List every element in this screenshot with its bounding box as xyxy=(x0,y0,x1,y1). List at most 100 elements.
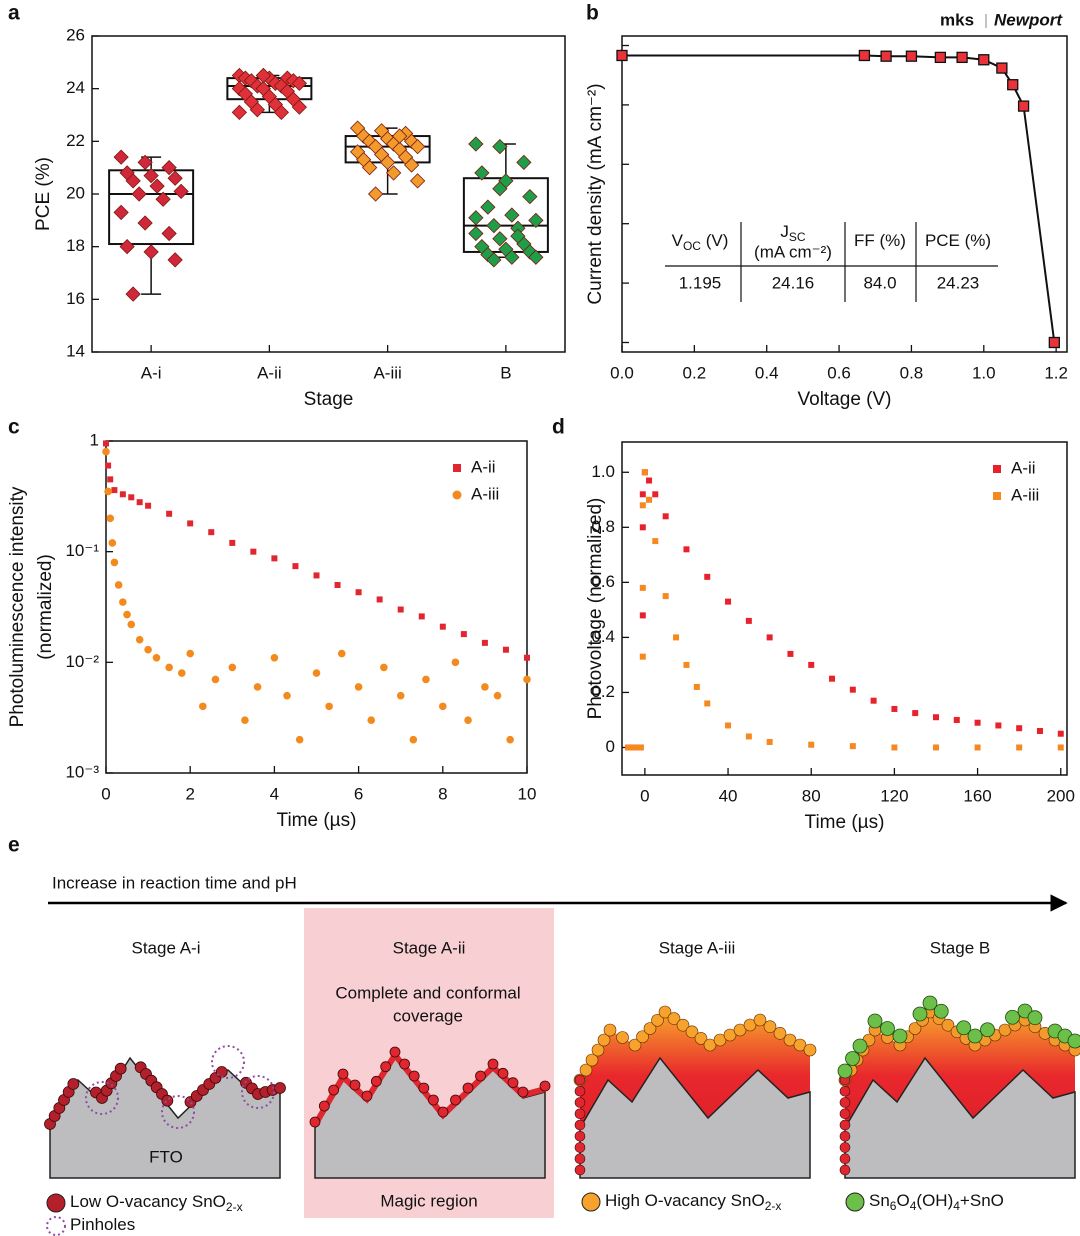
data-point xyxy=(460,631,467,638)
particle xyxy=(967,1028,983,1044)
data-point xyxy=(528,249,544,265)
data-point xyxy=(493,691,502,700)
data-point xyxy=(1048,336,1060,349)
data-point xyxy=(510,228,526,244)
data-point xyxy=(380,663,388,672)
particle xyxy=(803,1043,817,1057)
data-point xyxy=(165,663,173,672)
data-point xyxy=(152,653,161,662)
data-point xyxy=(486,252,502,268)
x-tick-label: 0.0 xyxy=(610,363,634,382)
particle xyxy=(733,1023,747,1037)
data-point xyxy=(673,634,680,641)
legend-marker xyxy=(845,1192,865,1212)
data-point xyxy=(481,639,488,646)
data-point xyxy=(379,154,396,171)
data-point xyxy=(1016,725,1023,732)
particle xyxy=(867,1013,883,1029)
particle xyxy=(676,1018,690,1032)
particle xyxy=(507,1077,519,1089)
particle xyxy=(845,1051,860,1066)
data-point xyxy=(996,62,1008,74)
data-point xyxy=(249,102,266,118)
data-point xyxy=(113,149,129,165)
x-tick-label: 1.0 xyxy=(972,363,996,382)
data-point xyxy=(468,225,484,242)
panel-label: d xyxy=(552,416,565,439)
particle xyxy=(361,1090,373,1102)
legend-marker xyxy=(453,464,461,472)
data-point xyxy=(409,138,426,155)
text-part: 4 xyxy=(910,1199,917,1213)
table-header: FF (%) xyxy=(854,231,906,250)
data-point xyxy=(250,548,257,555)
data-point xyxy=(745,733,752,740)
text-part: 4 xyxy=(953,1199,960,1213)
data-point xyxy=(439,623,446,630)
plot-frame xyxy=(621,441,1068,776)
particle xyxy=(574,1164,586,1176)
data-point xyxy=(524,654,530,661)
data-point xyxy=(103,440,109,447)
particle xyxy=(880,1021,895,1036)
particle xyxy=(1005,1009,1020,1025)
data-point xyxy=(662,513,669,520)
data-point xyxy=(291,75,308,92)
table-cell: 84.0 xyxy=(863,273,896,292)
x-tick-label: 120 xyxy=(880,786,908,805)
x-axis-label: Voltage (V) xyxy=(798,389,892,410)
x-tick-label: 200 xyxy=(1047,786,1075,805)
y-axis-label: Photovoltage (normalized) xyxy=(585,498,606,720)
data-point xyxy=(228,663,237,672)
table-header: PCE (%) xyxy=(925,231,991,250)
data-point xyxy=(1057,730,1064,737)
legend-label: High O-vacancy SnO2-x xyxy=(605,1191,781,1213)
arrow-label: Increase in reaction time and pH xyxy=(52,873,297,892)
pinhole xyxy=(161,1095,195,1129)
table-header-unit: (mA cm⁻²) xyxy=(754,242,832,261)
data-point xyxy=(111,487,118,494)
particle xyxy=(574,1142,586,1153)
particle xyxy=(274,1082,286,1094)
particle xyxy=(574,1097,586,1108)
data-point xyxy=(391,128,408,144)
particle xyxy=(349,1079,361,1091)
data-point xyxy=(633,744,640,751)
data-point xyxy=(481,683,489,691)
particle xyxy=(309,1116,321,1128)
particle xyxy=(852,1038,868,1054)
particle xyxy=(753,1013,767,1027)
data-point xyxy=(211,675,220,684)
data-point xyxy=(119,239,135,255)
data-point xyxy=(829,675,836,682)
data-point xyxy=(271,555,278,562)
jv-curve xyxy=(622,54,1056,343)
particle xyxy=(616,1031,629,1044)
particle xyxy=(783,1033,797,1047)
data-point xyxy=(119,598,127,606)
x-tick-label: 0 xyxy=(101,784,110,803)
logo-mks: mks xyxy=(940,10,974,29)
data-point xyxy=(123,610,131,619)
data-point xyxy=(291,99,308,115)
plot-frame xyxy=(105,440,528,774)
data-point xyxy=(396,691,405,700)
data-point xyxy=(639,584,646,591)
data-point xyxy=(125,286,141,302)
data-point xyxy=(510,220,526,236)
data-point xyxy=(229,539,236,546)
text-part: SC xyxy=(789,230,806,244)
particle xyxy=(539,1080,551,1092)
data-point xyxy=(1017,100,1030,112)
data-point xyxy=(953,716,960,723)
data-point xyxy=(1016,744,1023,751)
data-point xyxy=(766,634,773,641)
data-point xyxy=(367,716,376,724)
pinhole xyxy=(241,1075,275,1109)
data-point xyxy=(143,244,159,260)
sno-layer xyxy=(845,1012,1075,1128)
text-part: 2-x xyxy=(226,1200,243,1214)
data-point xyxy=(506,735,514,744)
data-point xyxy=(367,186,384,202)
data-point xyxy=(110,558,119,567)
